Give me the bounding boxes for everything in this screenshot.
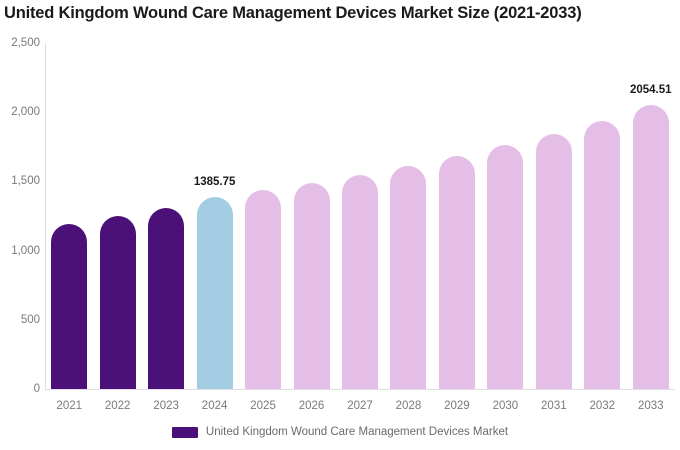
- bar-2029[interactable]: [438, 156, 475, 389]
- bar-2021[interactable]: [51, 224, 88, 389]
- chart-legend[interactable]: United Kingdom Wound Care Management Dev…: [0, 426, 680, 438]
- bar-2031[interactable]: [535, 133, 572, 389]
- bar-2027[interactable]: [342, 174, 378, 389]
- bar-2024[interactable]: [196, 197, 233, 389]
- bar-group[interactable]: [632, 43, 669, 389]
- bar-group[interactable]: [293, 43, 330, 389]
- x-axis-tick-label: 2023: [153, 400, 179, 412]
- x-axis-tick-label: 2029: [444, 400, 470, 412]
- x-axis-tick-label: 2021: [56, 400, 83, 412]
- x-axis-tick-label: 2024: [201, 400, 228, 412]
- bar-group[interactable]: [535, 43, 572, 389]
- bar-group[interactable]: [196, 43, 233, 389]
- x-axis-tick-label: 2028: [395, 400, 422, 412]
- bar-group[interactable]: [99, 43, 136, 389]
- bar-group[interactable]: [584, 43, 621, 389]
- y-axis-labels: 0 500 1,000 1,500 2,000 2,500: [0, 0, 40, 450]
- bar-2023[interactable]: [148, 207, 185, 389]
- x-axis-tick-label: 2026: [298, 400, 325, 412]
- bar-value-label-2024: 1385.75: [193, 176, 236, 189]
- bar-group[interactable]: [487, 43, 524, 389]
- legend-swatch-icon: [171, 426, 198, 438]
- x-axis-tick-label: 2031: [541, 400, 567, 412]
- y-axis-line: [45, 43, 46, 390]
- plot-area: [45, 43, 675, 389]
- x-axis-tick-label: 2033: [637, 400, 664, 412]
- y-axis-tick-label: 1,500: [11, 175, 40, 188]
- bar-group[interactable]: [51, 43, 88, 389]
- bar-2032[interactable]: [584, 120, 621, 389]
- bar-2028[interactable]: [390, 165, 427, 389]
- x-axis-tick-label: 2030: [492, 400, 519, 412]
- chart-title: United Kingdom Wound Care Management Dev…: [4, 4, 582, 22]
- x-axis-line: [45, 389, 675, 390]
- x-axis-tick-label: 2025: [250, 400, 276, 412]
- bar-group[interactable]: [342, 43, 378, 389]
- x-axis-tick-label: 2027: [347, 400, 373, 412]
- legend-label: United Kingdom Wound Care Management Dev…: [205, 426, 509, 438]
- bar-group[interactable]: [148, 43, 185, 389]
- bar-2025[interactable]: [245, 189, 282, 389]
- bar-2030[interactable]: [487, 145, 524, 389]
- bar-2026[interactable]: [293, 182, 330, 389]
- y-axis-tick-label: 0: [33, 383, 40, 395]
- x-axis-tick-label: 2022: [104, 400, 131, 412]
- bar-2022[interactable]: [99, 216, 136, 389]
- y-axis-tick-label: 1,000: [11, 244, 40, 257]
- y-axis-tick-label: 2,500: [11, 37, 40, 49]
- y-axis-tick-label: 2,000: [11, 106, 40, 119]
- bar-group[interactable]: [438, 43, 475, 389]
- y-axis-tick-label: 500: [20, 313, 40, 326]
- x-axis-tick-label: 2032: [589, 400, 616, 412]
- bar-group[interactable]: [245, 43, 282, 389]
- bar-2033[interactable]: [632, 104, 669, 389]
- bar-group[interactable]: [390, 43, 427, 389]
- bar-value-label-2033: 2054.51: [629, 83, 672, 96]
